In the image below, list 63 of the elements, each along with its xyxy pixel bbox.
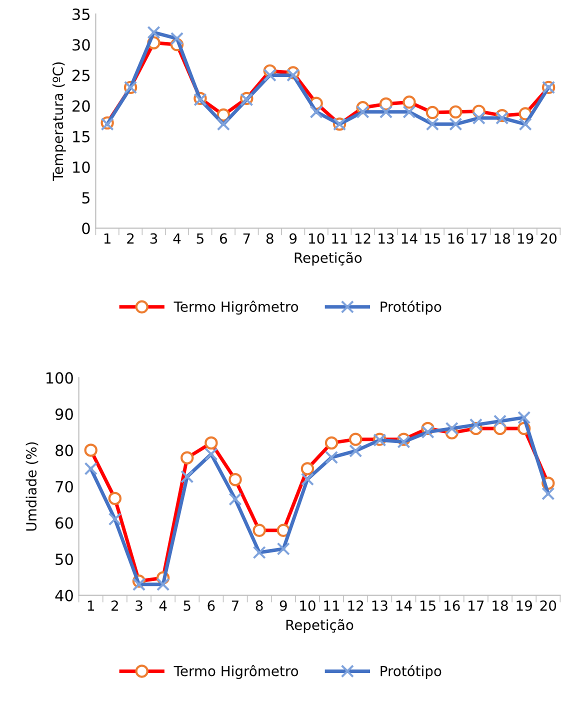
y-tick-label: 80 (56, 444, 73, 456)
x-tick-label: 19 (518, 233, 534, 244)
x-tick-label: 9 (290, 233, 297, 244)
legend-label: Termo Higrômetro (174, 664, 298, 679)
x-tick-label: 7 (243, 233, 250, 244)
y-tick-label: 35 (72, 8, 90, 20)
y-tick-label: 5 (82, 192, 90, 204)
x-axis-title: Repetição (294, 252, 362, 266)
x-tick-label: 13 (372, 600, 388, 611)
x-tick-label: 1 (104, 233, 110, 244)
y-tick-label: 50 (56, 553, 73, 566)
x-tick-label: 20 (540, 233, 556, 244)
x-tick-label: 6 (220, 233, 227, 244)
y-axis-title: Umdiade (%) (26, 442, 38, 531)
x-tick-label: 18 (494, 233, 510, 244)
x-tick-label: 2 (127, 233, 134, 244)
x-tick-label: 10 (300, 600, 316, 611)
y-axis-title: Temperatura (ºC) (52, 62, 66, 182)
x-tick-label: 20 (540, 600, 556, 611)
y-tick-label: 0 (82, 222, 90, 234)
x-tick-label: 12 (355, 233, 370, 244)
x-tick-label: 17 (472, 233, 487, 244)
x-axis-title: Repetição (286, 619, 354, 633)
x-tick-label: 4 (159, 600, 167, 611)
y-tick-label: 40 (55, 590, 73, 602)
x-tick-label: 14 (396, 600, 412, 611)
x-tick-label: 17 (468, 600, 484, 611)
x-tick-label: 15 (425, 233, 440, 244)
x-tick-label: 11 (332, 233, 348, 244)
y-tick-label: 70 (56, 480, 73, 493)
x-tick-label: 16 (444, 600, 460, 611)
x-tick-label: 12 (348, 600, 364, 611)
y-tick-label: 30 (72, 39, 90, 51)
y-tick-label: 20 (72, 100, 90, 112)
x-tick-label: 19 (516, 600, 532, 611)
x-tick-label: 7 (232, 600, 238, 611)
x-tick-label: 2 (112, 600, 118, 611)
x-tick-label: 6 (208, 600, 215, 611)
x-tick-label: 14 (402, 233, 418, 244)
y-tick-label: 25 (72, 70, 90, 82)
x-tick-label: 10 (309, 233, 324, 244)
x-tick-label: 11 (324, 600, 340, 611)
x-tick-label: 15 (420, 600, 436, 611)
y-tick-label: 60 (56, 517, 73, 529)
x-tick-label: 8 (256, 600, 263, 611)
x-tick-label: 1 (88, 600, 94, 611)
x-tick-label: 3 (136, 600, 142, 611)
legend-label: Protótipo (380, 664, 442, 679)
x-tick-label: 4 (173, 233, 181, 244)
x-tick-label: 8 (266, 233, 274, 244)
x-tick-label: 3 (150, 233, 158, 244)
x-tick-label: 9 (280, 600, 287, 611)
x-tick-label: 18 (492, 600, 508, 611)
y-tick-label: 90 (55, 408, 73, 420)
legend-label: Termo Higrômetro (174, 300, 298, 315)
y-tick-label: 100 (46, 372, 73, 384)
x-tick-label: 16 (448, 233, 464, 244)
x-tick-label: 5 (196, 233, 204, 244)
x-tick-label: 5 (184, 600, 190, 611)
x-tick-label: 13 (378, 233, 394, 244)
y-tick-label: 10 (73, 161, 90, 173)
y-tick-label: 15 (73, 131, 90, 142)
legend-label: Protótipo (380, 300, 442, 315)
